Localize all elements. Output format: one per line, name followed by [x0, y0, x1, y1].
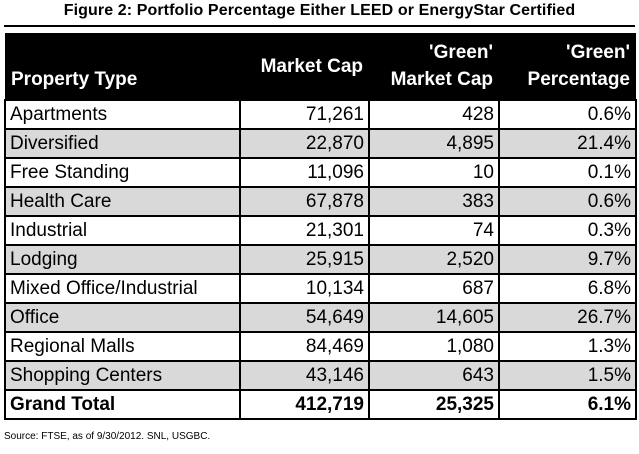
header-property-type: Property Type: [5, 33, 240, 100]
cell-green-market-cap: 643: [368, 360, 500, 391]
cell-green-percentage: 6.8%: [498, 273, 637, 304]
table-row: Apartments 71,261 428 0.6%: [4, 99, 637, 130]
figure-title: Figure 2: Portfolio Percentage Either LE…: [63, 2, 576, 19]
cell-green-percentage: 26.7%: [498, 302, 637, 333]
cell-property-type: Mixed Office/Industrial: [4, 273, 241, 304]
cell-market-cap: 10,134: [239, 273, 370, 304]
table-row: Office 54,649 14,605 26.7%: [4, 302, 637, 333]
header-market-cap: Market Cap: [240, 33, 369, 100]
cell-green-market-cap: 74: [368, 215, 500, 246]
cell-green-market-cap: 1,080: [368, 331, 500, 362]
cell-green-market-cap: 2,520: [368, 244, 500, 275]
cell-green-percentage: 21.4%: [498, 128, 637, 159]
table-row: Free Standing 11,096 10 0.1%: [4, 157, 637, 188]
cell-green-percentage: 0.6%: [498, 186, 637, 217]
cell-green-percentage: 1.5%: [498, 360, 637, 391]
cell-market-cap: 71,261: [239, 99, 370, 130]
cell-market-cap: 54,649: [239, 302, 370, 333]
cell-market-cap: 22,870: [239, 128, 370, 159]
cell-property-type: Health Care: [4, 186, 241, 217]
table-header-row: Property Type Market Cap 'Green' Market …: [5, 33, 636, 100]
cell-property-type: Lodging: [4, 244, 241, 275]
cell-green-percentage: 9.7%: [498, 244, 637, 275]
cell-green-market-cap: 687: [368, 273, 500, 304]
cell-total-green-market-cap: 25,325: [368, 389, 500, 420]
table-row: Health Care 67,878 383 0.6%: [4, 186, 637, 217]
cell-green-percentage: 1.3%: [498, 331, 637, 362]
table-row: Diversified 22,870 4,895 21.4%: [4, 128, 637, 159]
cell-market-cap: 67,878: [239, 186, 370, 217]
portfolio-table: Property Type Market Cap 'Green' Market …: [4, 33, 637, 420]
cell-market-cap: 84,469: [239, 331, 370, 362]
cell-market-cap: 11,096: [239, 157, 370, 188]
cell-property-type: Office: [4, 302, 241, 333]
cell-market-cap: 43,146: [239, 360, 370, 391]
cell-property-type: Industrial: [4, 215, 241, 246]
cell-total-market-cap: 412,719: [239, 389, 370, 420]
header-green-market-cap: 'Green' Market Cap: [369, 33, 499, 100]
cell-property-type: Shopping Centers: [4, 360, 241, 391]
table-total-row: Grand Total 412,719 25,325 6.1%: [4, 389, 637, 420]
cell-market-cap: 25,915: [239, 244, 370, 275]
cell-total-label: Grand Total: [4, 389, 241, 420]
table-row: Lodging 25,915 2,520 9.7%: [4, 244, 637, 275]
cell-green-market-cap: 10: [368, 157, 500, 188]
table-row: Industrial 21,301 74 0.3%: [4, 215, 637, 246]
cell-property-type: Regional Malls: [4, 331, 241, 362]
cell-green-market-cap: 14,605: [368, 302, 500, 333]
cell-green-percentage: 0.1%: [498, 157, 637, 188]
header-green-percentage: 'Green' Percentage: [499, 33, 636, 100]
cell-green-market-cap: 383: [368, 186, 500, 217]
cell-property-type: Diversified: [4, 128, 241, 159]
cell-green-market-cap: 4,895: [368, 128, 500, 159]
source-note: Source: FTSE, as of 9/30/2012. SNL, USGB…: [4, 431, 211, 442]
table-row: Regional Malls 84,469 1,080 1.3%: [4, 331, 637, 362]
cell-market-cap: 21,301: [239, 215, 370, 246]
title-divider: [4, 25, 635, 27]
table-row: Shopping Centers 43,146 643 1.5%: [4, 360, 637, 391]
cell-green-percentage: 0.3%: [498, 215, 637, 246]
cell-property-type: Apartments: [4, 99, 241, 130]
cell-property-type: Free Standing: [4, 157, 241, 188]
cell-green-percentage: 0.6%: [498, 99, 637, 130]
table-row: Mixed Office/Industrial 10,134 687 6.8%: [4, 273, 637, 304]
cell-total-green-percentage: 6.1%: [498, 389, 637, 420]
cell-green-market-cap: 428: [368, 99, 500, 130]
